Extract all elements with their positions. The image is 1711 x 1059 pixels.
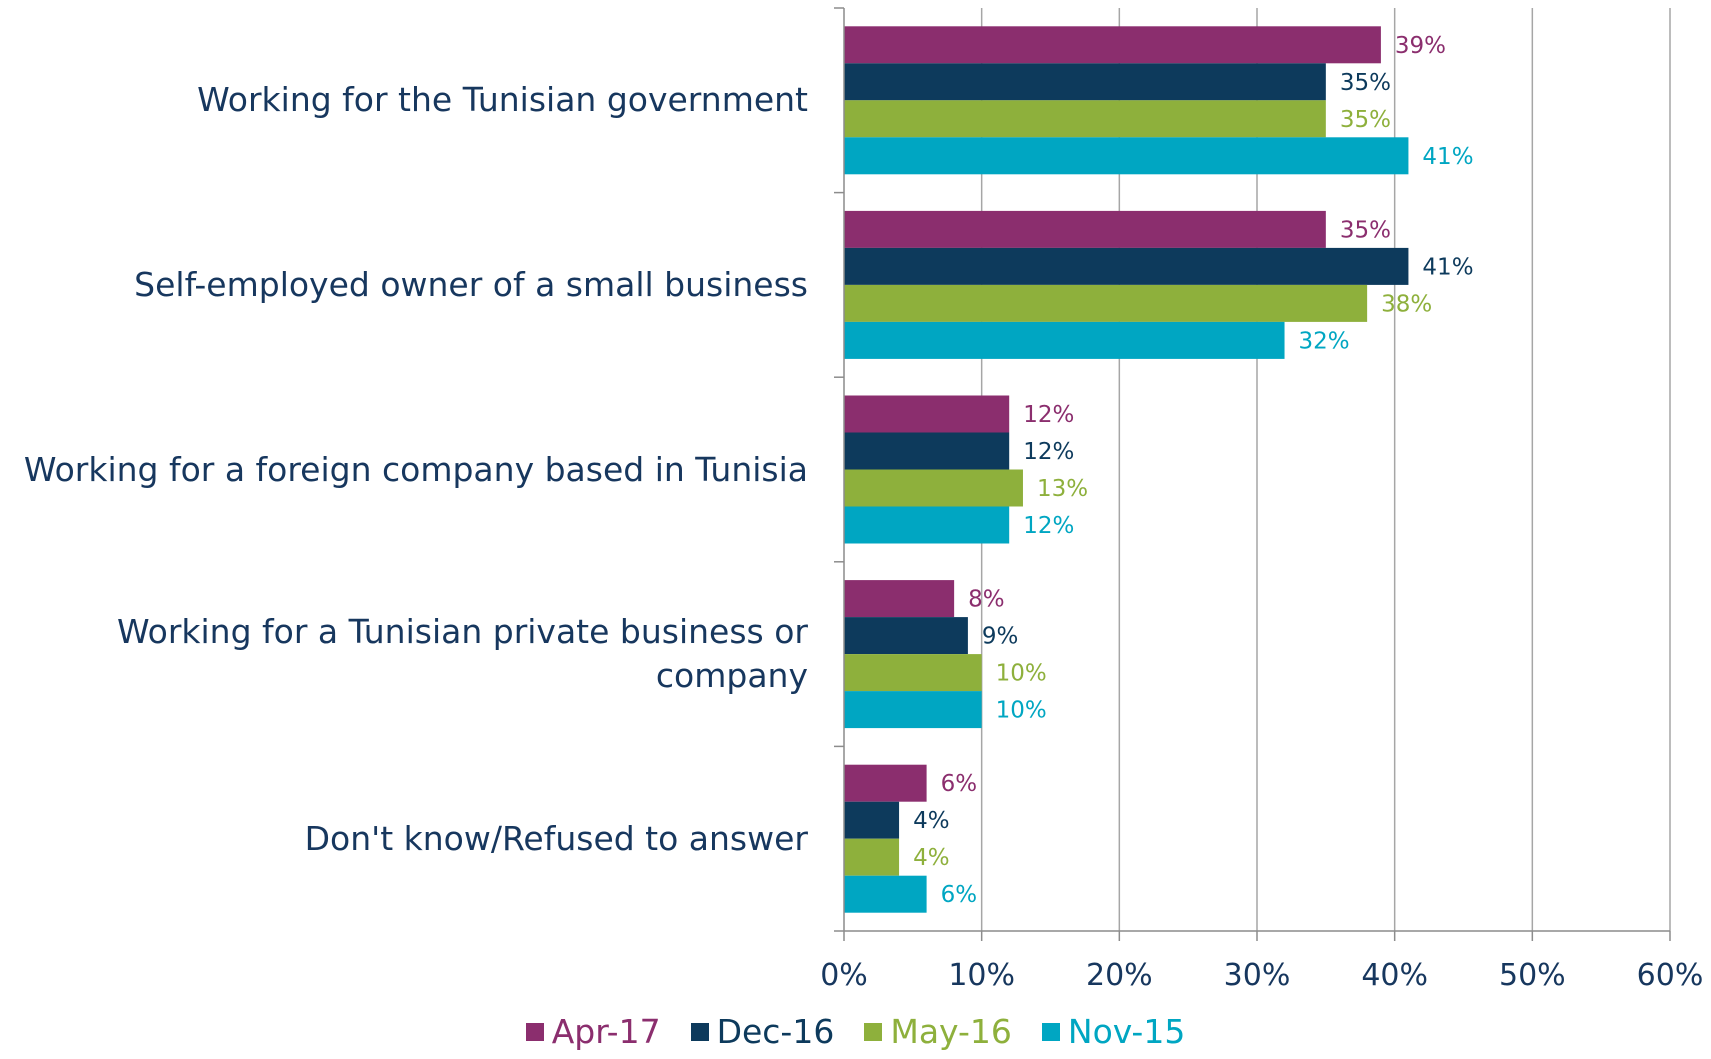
bar xyxy=(844,654,982,692)
data-label: 6% xyxy=(941,882,978,908)
data-label: 35% xyxy=(1340,70,1391,96)
axes xyxy=(834,7,1671,941)
bar xyxy=(844,469,1023,507)
x-tick-label: 20% xyxy=(1086,958,1153,993)
legend-label: Apr-17 xyxy=(551,1012,661,1051)
bar xyxy=(844,210,1326,248)
data-label: 8% xyxy=(968,587,1005,613)
bar xyxy=(844,801,900,839)
x-tick-label: 50% xyxy=(1499,958,1566,993)
data-labels: 39%35%35%41%35%41%38%32%12%12%13%12%8%9%… xyxy=(913,33,1473,908)
data-label: 32% xyxy=(1299,328,1350,354)
legend-label: May-16 xyxy=(890,1012,1012,1051)
data-label: 13% xyxy=(1037,476,1088,502)
legend-item: Nov-15 xyxy=(1041,1012,1186,1051)
data-label: 4% xyxy=(913,808,950,834)
bar xyxy=(844,691,982,729)
category-label: Don't know/Refused to answer xyxy=(304,818,808,858)
data-label: 10% xyxy=(996,698,1047,724)
bar xyxy=(844,100,1326,138)
data-label: 4% xyxy=(913,845,950,871)
bar xyxy=(844,137,1409,175)
data-label: 10% xyxy=(996,661,1047,687)
data-label: 41% xyxy=(1422,254,1473,280)
category-label: Self-employed owner of a small business xyxy=(134,264,808,304)
x-tick-label: 10% xyxy=(948,958,1015,993)
category-label: Working for a foreign company based in T… xyxy=(23,449,808,489)
legend: Apr-17 Dec-16 May-16 Nov-15 xyxy=(0,1012,1711,1051)
bar xyxy=(844,395,1010,433)
bar xyxy=(844,506,1010,544)
category-label: Working for a Tunisian private business … xyxy=(116,612,808,696)
x-tick-label: 40% xyxy=(1361,958,1428,993)
data-label: 9% xyxy=(982,624,1019,650)
legend-item: Dec-16 xyxy=(690,1012,835,1051)
bar xyxy=(844,284,1368,322)
bar xyxy=(844,432,1010,470)
data-label: 39% xyxy=(1395,33,1446,59)
data-label: 35% xyxy=(1340,217,1391,243)
data-label: 12% xyxy=(1023,439,1074,465)
legend-label: Nov-15 xyxy=(1067,1012,1186,1051)
data-label: 41% xyxy=(1422,144,1473,170)
x-tick-label: 0% xyxy=(820,958,868,993)
bar xyxy=(844,247,1409,285)
bar xyxy=(844,838,900,876)
bar xyxy=(844,617,968,655)
legend-swatch xyxy=(525,1022,544,1041)
legend-swatch xyxy=(690,1022,709,1041)
tick-labels: 0% 10% 20% 30% 40% 50% 60% xyxy=(820,958,1703,993)
bar xyxy=(844,321,1285,359)
bar xyxy=(844,764,927,802)
legend-label: Dec-16 xyxy=(716,1012,835,1051)
legend-swatch xyxy=(1041,1022,1060,1041)
legend-item: Apr-17 xyxy=(525,1012,661,1051)
data-label: 35% xyxy=(1340,107,1391,133)
x-tick-label: 60% xyxy=(1637,958,1704,993)
x-tick-label: 30% xyxy=(1224,958,1291,993)
data-label: 6% xyxy=(941,771,978,797)
data-label: 12% xyxy=(1023,402,1074,428)
category-label: Working for the Tunisian government xyxy=(197,80,808,120)
bar xyxy=(844,580,955,618)
bar xyxy=(844,875,927,913)
bar xyxy=(844,63,1326,101)
data-label: 38% xyxy=(1381,291,1432,317)
bars xyxy=(844,26,1409,913)
data-label: 12% xyxy=(1023,513,1074,539)
bar xyxy=(844,26,1381,64)
legend-swatch xyxy=(864,1022,883,1041)
legend-item: May-16 xyxy=(864,1012,1012,1051)
